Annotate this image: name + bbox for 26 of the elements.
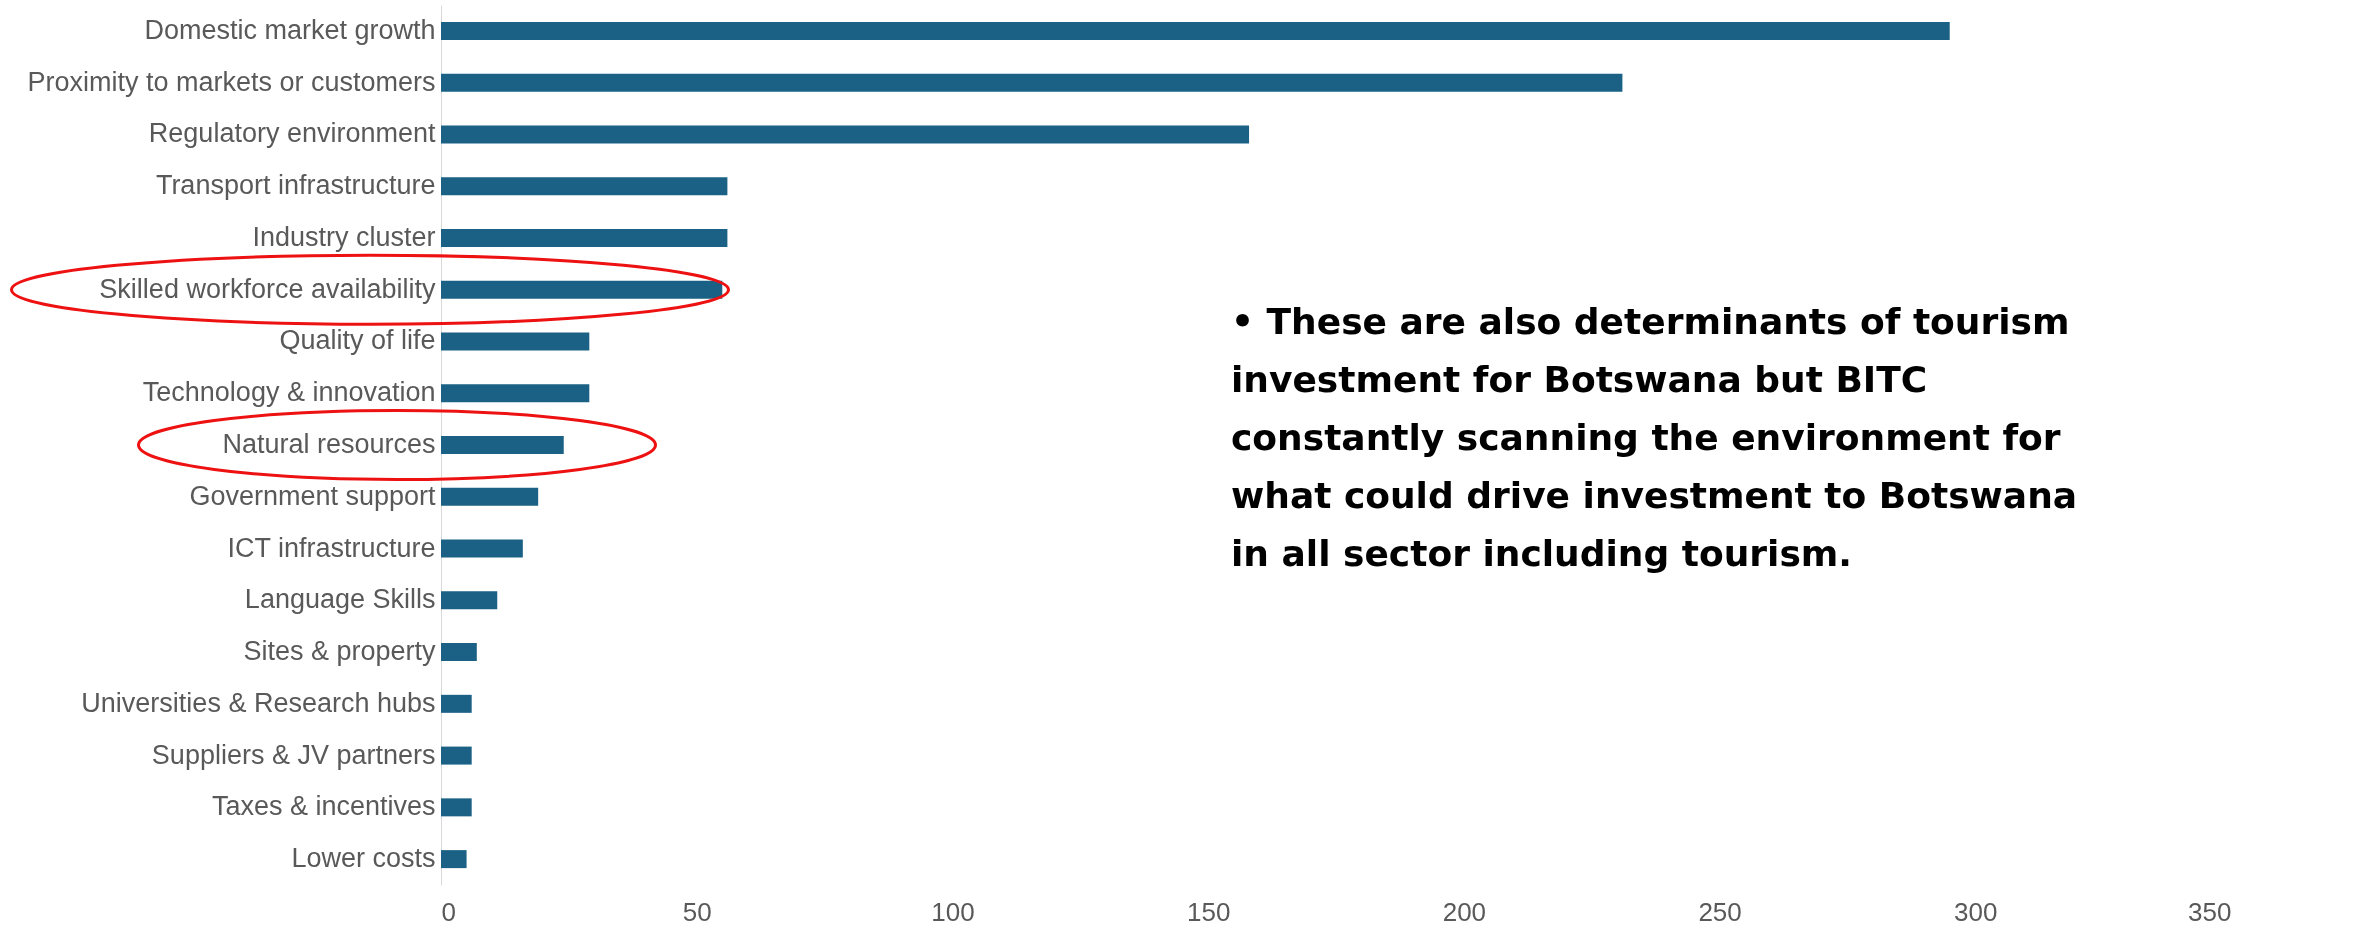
y-tick-label: Quality of life [279, 325, 436, 356]
y-tick-label: Sites & property [243, 636, 436, 667]
y-tick-label: Taxes & incentives [211, 791, 436, 822]
x-tick-label: 150 [1186, 896, 1231, 927]
y-tick-label: Industry cluster [252, 221, 436, 252]
y-tick-label: Government support [189, 480, 436, 511]
x-tick-label: 50 [682, 896, 712, 927]
y-tick-label: Skilled workforce availability [99, 273, 436, 304]
y-tick-label: Domestic market growth [144, 14, 436, 45]
x-tick-label: 300 [1954, 896, 1998, 927]
x-tick-label: 250 [1698, 896, 1742, 927]
y-tick-label: Regulatory environment [148, 118, 436, 149]
x-tick-label: 350 [2188, 896, 2232, 927]
y-tick-label: Universities & Research hubs [81, 687, 436, 718]
y-tick-label: Transport infrastructure [155, 170, 436, 201]
y-tick-label: Technology & innovation [142, 377, 436, 408]
x-tick-label: 0 [441, 896, 456, 927]
y-tick-label: Proximity to markets or customers [27, 66, 436, 97]
y-tick-label: Suppliers & JV partners [151, 739, 436, 770]
annotation: • These are also determinants of tourism investment for Botswana but BITC constantly scanning the environment for what could drive investment to Botswana in all sector including tourism. [1231, 301, 2078, 574]
x-tick-label: 100 [931, 896, 975, 927]
y-tick-label: ICT infrastructure [227, 532, 436, 563]
x-tick-label: 200 [1442, 896, 1487, 927]
y-tick-label: Language Skills [244, 584, 436, 615]
y-tick-label: Lower costs [291, 843, 436, 874]
y-tick-label: Natural resources [222, 429, 436, 459]
